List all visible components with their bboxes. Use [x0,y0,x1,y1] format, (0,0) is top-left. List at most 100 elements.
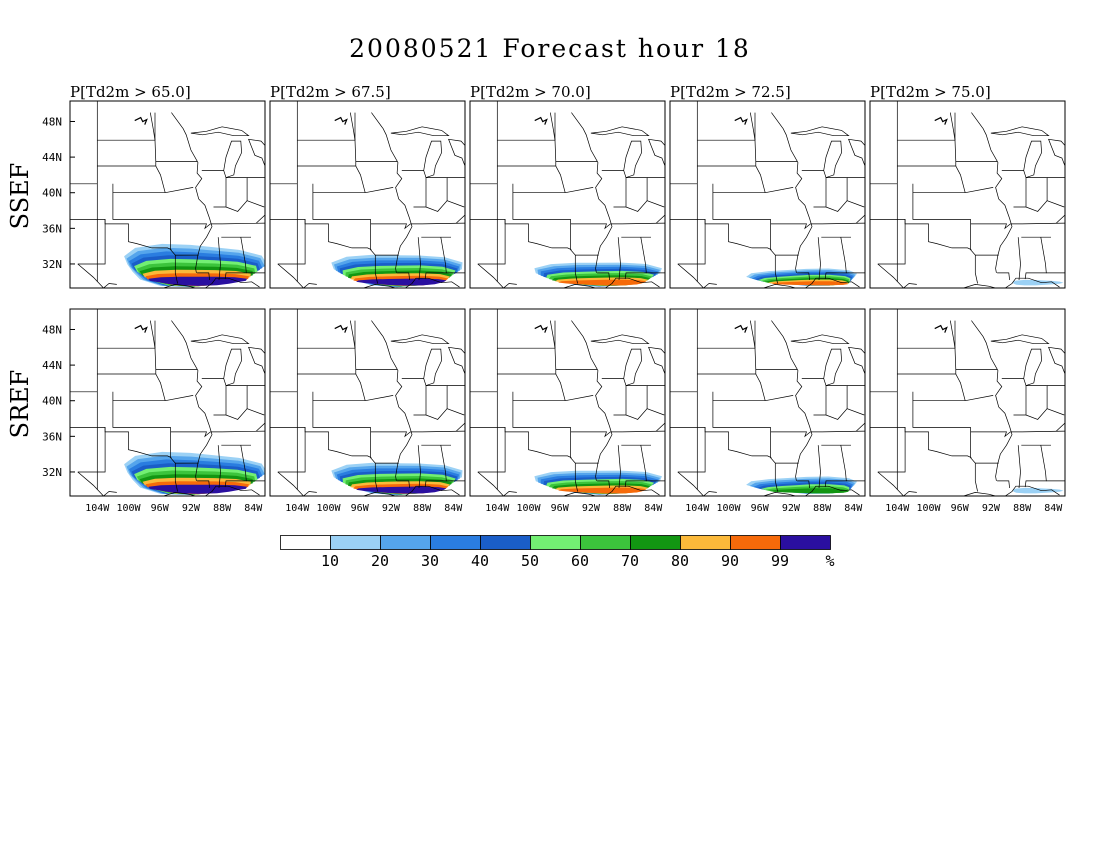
colorbar-swatch-7 [630,535,681,550]
lon-tick-label: 84W [244,503,263,514]
colorbar-swatch-5 [530,535,581,550]
map-panel-ssef-2 [269,100,466,289]
panel-title-3: P[Td2m > 70.0] [470,83,591,101]
map-panel-ssef-4 [669,100,866,289]
map-panel-ssef-3 [469,100,666,289]
lon-tick-label: 84W [644,503,663,514]
lon-tick-label: 104W [85,503,110,514]
lon-tick-label: 100W [916,503,941,514]
colorbar-label-30: 30 [421,552,439,570]
lat-tick-label: 40N [42,187,62,200]
lon-tick-label: 96W [151,503,170,514]
colorbar-label-40: 40 [471,552,489,570]
lon-tick-label: 88W [413,503,432,514]
lon-tick-label: 104W [485,503,510,514]
lon-tick-label: 96W [551,503,570,514]
lon-tick-label: 92W [782,503,801,514]
map-panel-sref-3 [469,308,666,497]
map-panel-sref-1 [69,308,266,497]
lat-tick-label: 36N [42,222,62,235]
panel-title-5: P[Td2m > 75.0] [870,83,991,101]
lon-tick-label: 84W [444,503,463,514]
map-background [870,101,1065,288]
colorbar-label-90: 90 [721,552,739,570]
map-frame [669,308,866,497]
map-background [470,101,665,288]
lon-tick-label: 92W [982,503,1001,514]
colorbar: 10 20 30 40 50 60 70 80 90 99% [280,535,835,570]
colorbar-label-80: 80 [671,552,689,570]
lon-tick-label: 88W [1013,503,1032,514]
map-frame [269,308,466,497]
lon-tick-label: 92W [582,503,601,514]
lon-tick-label: 100W [516,503,541,514]
sref-prob-area-70 [769,488,849,494]
colorbar-label-70: 70 [621,552,639,570]
lon-tick-label: 88W [613,503,632,514]
ssef-prob-area-99 [148,276,248,286]
map-background [670,101,865,288]
colorbar-label-10: 10 [321,552,339,570]
lon-tick-label: 100W [716,503,741,514]
map-panel-ssef-5 [869,100,1066,289]
map-background [470,309,665,496]
colorbar-swatch-9 [730,535,781,550]
lon-tick-label: 92W [182,503,201,514]
ssef-prob-area-90 [558,279,647,286]
colorbar-swatch-6 [580,535,631,550]
panel-title-4: P[Td2m > 72.5] [670,83,791,101]
map-background [870,309,1065,496]
colorbar-swatch-4 [480,535,531,550]
colorbar-swatch-8 [680,535,731,550]
map-frame [869,100,1066,289]
lon-tick-label: 84W [1044,503,1063,514]
map-panel-sref-5 [869,308,1066,497]
sref-prob-area-99 [356,486,447,494]
panel-title-2: P[Td2m > 67.5] [270,83,391,101]
colorbar-label-60: 60 [571,552,589,570]
lat-tick-label: 48N [42,323,62,336]
lon-tick-label: 92W [382,503,401,514]
colorbar-label-20: 20 [371,552,389,570]
lat-tick-label: 44N [42,151,62,164]
map-frame [669,100,866,289]
lat-tick-label: 40N [42,395,62,408]
lat-tick-label: 32N [42,466,62,479]
lon-tick-label: 96W [751,503,770,514]
ssef-prob-area-99 [356,278,447,286]
map-panel-sref-4 [669,308,866,497]
lat-tick-label: 36N [42,430,62,443]
panel-title-1: P[Td2m > 65.0] [70,83,191,101]
map-background [670,309,865,496]
colorbar-swatch-2 [380,535,431,550]
lon-tick-label: 100W [316,503,341,514]
map-frame [69,308,266,497]
lon-tick-label: 104W [685,503,710,514]
colorbar-swatch-0 [280,535,331,550]
sref-prob-area-99 [148,484,248,494]
colorbar-swatch-1 [330,535,381,550]
lat-tick-label: 44N [42,359,62,372]
map-frame [469,100,666,289]
lon-tick-label: 84W [844,503,863,514]
lon-tick-label: 96W [351,503,370,514]
lon-tick-label: 96W [951,503,970,514]
colorbar-unit: % [825,552,834,570]
lat-tick-label: 48N [42,115,62,128]
colorbar-swatch-10 [780,535,831,550]
lon-tick-label: 104W [285,503,310,514]
lon-tick-label: 88W [813,503,832,514]
map-frame [469,308,666,497]
map-frame [269,100,466,289]
sref-prob-area-10 [1013,487,1064,494]
figure-title: 20080521 Forecast hour 18 [349,34,751,63]
colorbar-swatch-3 [430,535,481,550]
lon-tick-label: 88W [213,503,232,514]
sref-prob-area-90 [558,487,647,494]
colorbar-label-50: 50 [521,552,539,570]
map-frame [69,100,266,289]
map-panel-ssef-1 [69,100,266,289]
lat-tick-label: 32N [42,258,62,271]
map-frame [869,308,1066,497]
